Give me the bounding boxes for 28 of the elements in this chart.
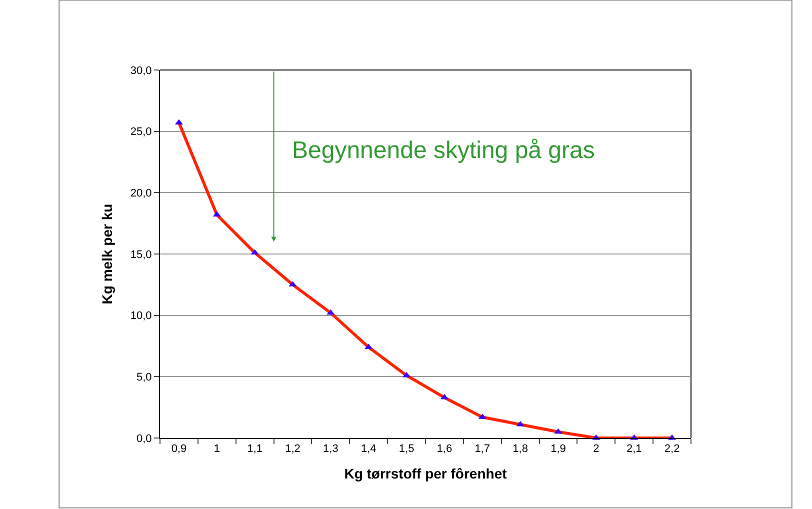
x-tick-label: 1,9 <box>550 443 566 456</box>
x-tick-label: 2 <box>593 443 600 456</box>
x-tick-label: 0,9 <box>171 443 187 456</box>
x-tick-label: 1,8 <box>512 443 528 456</box>
x-tick-label: 1,1 <box>247 443 262 456</box>
y-axis-title: Kg melk per ku <box>98 204 115 304</box>
x-tick-label: 1,6 <box>436 443 452 456</box>
x-tick-label: 1,3 <box>323 443 338 456</box>
point <box>554 428 562 434</box>
y-tick-label: 0,0 <box>136 432 152 445</box>
y-tick-label: 10,0 <box>130 310 152 322</box>
annotation: Begynnende skyting på gras <box>292 137 595 164</box>
x-tick-label: 1,5 <box>398 443 414 456</box>
y-tick-label: 15,0 <box>130 248 152 261</box>
x-axis-title: Kg tørrstoff per fôrenhet <box>344 466 508 482</box>
y-tick-label: 30,0 <box>130 64 152 77</box>
x-tick-label: 1 <box>214 443 220 456</box>
x-tick-label: 1,4 <box>360 443 376 456</box>
x-tick-label: 1,2 <box>285 443 300 456</box>
x-tick-label: 1,7 <box>474 443 490 456</box>
y-tick-label: 20,0 <box>130 188 152 200</box>
point <box>250 249 259 255</box>
x-tick-label: 2,1 <box>626 443 642 456</box>
y-tick-label: 25,0 <box>130 126 152 138</box>
y-tick-label: 5,0 <box>136 372 152 384</box>
point <box>402 372 411 378</box>
x-tick-label: 2,2 <box>664 443 680 456</box>
point <box>326 309 335 315</box>
